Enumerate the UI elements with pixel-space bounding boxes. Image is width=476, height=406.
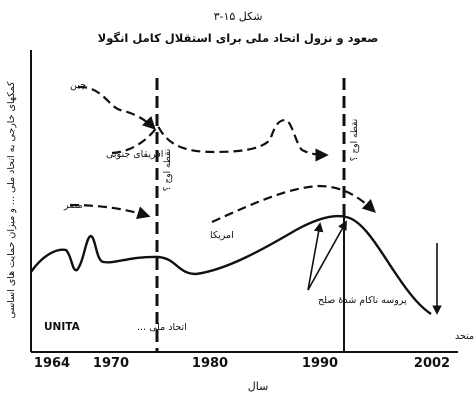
egypt-curve (69, 203, 151, 220)
x-tick-2002: 2002 (414, 356, 450, 371)
x-tick-1990: 1990 (302, 356, 338, 371)
china-curve (77, 85, 156, 130)
peace-arrow-2 (307, 220, 347, 291)
south-africa-curve (111, 118, 329, 162)
figure-number: شکل ۱۵-۳ (213, 10, 263, 23)
label-america: امریکا (210, 230, 234, 241)
label-peak-1: نقطه اوج ؟ (163, 149, 173, 191)
unita-curve (30, 214, 432, 315)
x-tick-1980: 1980 (192, 356, 228, 371)
label-unita-en: UNITA (44, 321, 81, 333)
peace-arrow-1 (307, 222, 324, 291)
x-tick-1970: 1970 (93, 356, 129, 371)
label-sanctions: تعزیرات ملل متحد (455, 331, 476, 342)
label-south-africa: افریقای جنوبی (106, 149, 163, 160)
label-egypt: مصر (63, 200, 83, 211)
label-china: چین (70, 80, 86, 91)
label-peak-2: نقطه اوج ؟ (350, 119, 360, 161)
x-axis-title: سال (248, 380, 269, 393)
label-unita-fa: اتحاد ملی ... (137, 322, 187, 333)
x-tick-1964: 1964 (34, 356, 70, 371)
figure-title: صعود و نزول اتحاد ملی برای استقلال کامل … (97, 31, 379, 45)
america-curve (211, 184, 376, 223)
label-peace-process: پروسه ناکام شدهٔ صلح (318, 295, 407, 306)
y-axis-title: کمکهای خارجی به اتحاد ملی ... و میزان حم… (6, 81, 17, 319)
